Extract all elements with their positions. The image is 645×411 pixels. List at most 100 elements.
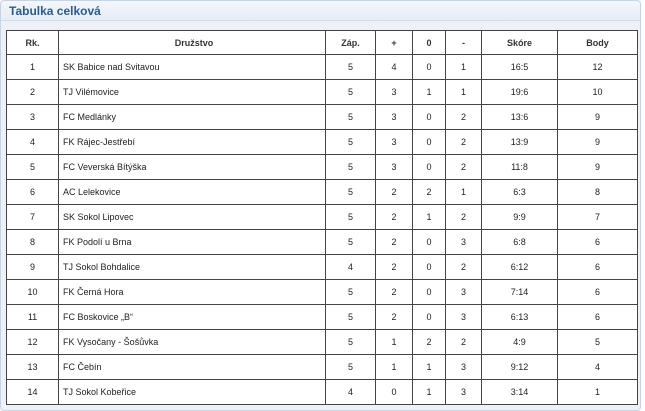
cell-score: 16:5 bbox=[481, 54, 558, 80]
cell-team: TJ Sokol Bohdalice bbox=[58, 254, 326, 280]
cell-team: FC Medlánky bbox=[58, 104, 326, 130]
cell-wins: 1 bbox=[375, 354, 413, 380]
cell-losses: 3 bbox=[445, 304, 482, 330]
cell-points: 5 bbox=[557, 329, 638, 355]
cell-wins: 2 bbox=[375, 204, 413, 230]
cell-rank: 3 bbox=[6, 104, 59, 130]
cell-points: 8 bbox=[557, 179, 638, 205]
cell-team: FK Rájec-Jestřebí bbox=[58, 129, 326, 155]
cell-wins: 3 bbox=[375, 129, 413, 155]
cell-draws: 0 bbox=[412, 304, 446, 330]
cell-team: FC Čebín bbox=[58, 354, 326, 380]
cell-wins: 3 bbox=[375, 154, 413, 180]
header-losses: - bbox=[445, 30, 482, 55]
cell-losses: 2 bbox=[445, 254, 482, 280]
header-score: Skóre bbox=[481, 30, 558, 55]
cell-team: SK Sokol Lipovec bbox=[58, 204, 326, 230]
cell-score: 13:9 bbox=[481, 129, 558, 155]
cell-draws: 0 bbox=[412, 54, 446, 80]
header-rank: Rk. bbox=[6, 30, 59, 55]
cell-draws: 1 bbox=[412, 354, 446, 380]
cell-losses: 2 bbox=[445, 204, 482, 230]
cell-score: 9:9 bbox=[481, 204, 558, 230]
cell-score: 3:14 bbox=[481, 379, 558, 405]
cell-score: 9:12 bbox=[481, 354, 558, 380]
cell-rank: 4 bbox=[6, 129, 59, 155]
cell-losses: 2 bbox=[445, 329, 482, 355]
cell-rank: 2 bbox=[6, 79, 59, 105]
cell-score: 13:6 bbox=[481, 104, 558, 130]
table-row: 14 TJ Sokol Kobeřice 4 0 1 3 3:14 1 bbox=[6, 379, 638, 405]
cell-rank: 1 bbox=[6, 54, 59, 80]
cell-losses: 3 bbox=[445, 379, 482, 405]
cell-played: 4 bbox=[325, 254, 376, 280]
cell-rank: 5 bbox=[6, 154, 59, 180]
table-row: 11 FC Boskovice „B“ 5 2 0 3 6:13 6 bbox=[6, 304, 638, 330]
header-draws: 0 bbox=[412, 30, 446, 55]
cell-rank: 14 bbox=[6, 379, 59, 405]
cell-played: 5 bbox=[325, 129, 376, 155]
cell-played: 5 bbox=[325, 54, 376, 80]
header-team: Družstvo bbox=[58, 30, 326, 55]
cell-losses: 3 bbox=[445, 279, 482, 305]
cell-score: 6:13 bbox=[481, 304, 558, 330]
table-row: 9 TJ Sokol Bohdalice 4 2 0 2 6:12 6 bbox=[6, 254, 638, 280]
cell-played: 5 bbox=[325, 204, 376, 230]
cell-team: TJ Vilémovice bbox=[58, 79, 326, 105]
cell-draws: 0 bbox=[412, 104, 446, 130]
cell-losses: 1 bbox=[445, 179, 482, 205]
cell-score: 6:3 bbox=[481, 179, 558, 205]
cell-draws: 0 bbox=[412, 254, 446, 280]
cell-played: 5 bbox=[325, 179, 376, 205]
table-row: 7 SK Sokol Lipovec 5 2 1 2 9:9 7 bbox=[6, 204, 638, 230]
cell-wins: 2 bbox=[375, 254, 413, 280]
cell-wins: 1 bbox=[375, 329, 413, 355]
table-header-row: Rk. Družstvo Záp. + 0 - Skóre Body bbox=[6, 30, 638, 55]
cell-points: 9 bbox=[557, 129, 638, 155]
cell-draws: 0 bbox=[412, 279, 446, 305]
cell-losses: 2 bbox=[445, 104, 482, 130]
cell-played: 5 bbox=[325, 304, 376, 330]
table-row: 12 FK Vysočany - Šošůvka 5 1 2 2 4:9 5 bbox=[6, 329, 638, 355]
cell-rank: 12 bbox=[6, 329, 59, 355]
cell-played: 5 bbox=[325, 229, 376, 255]
cell-losses: 2 bbox=[445, 129, 482, 155]
header-played: Záp. bbox=[325, 30, 376, 55]
table-row: 2 TJ Vilémovice 5 3 1 1 19:6 10 bbox=[6, 79, 638, 105]
table-row: 6 AC Lelekovice 5 2 2 1 6:3 8 bbox=[6, 179, 638, 205]
table-row: 3 FC Medlánky 5 3 0 2 13:6 9 bbox=[6, 104, 638, 130]
cell-played: 5 bbox=[325, 79, 376, 105]
cell-draws: 0 bbox=[412, 129, 446, 155]
cell-losses: 3 bbox=[445, 354, 482, 380]
cell-played: 5 bbox=[325, 354, 376, 380]
cell-draws: 2 bbox=[412, 179, 446, 205]
cell-points: 10 bbox=[557, 79, 638, 105]
cell-team: TJ Sokol Kobeřice bbox=[58, 379, 326, 405]
standings-table: Rk. Družstvo Záp. + 0 - Skóre Body 1 SK B… bbox=[6, 30, 638, 405]
cell-points: 9 bbox=[557, 104, 638, 130]
cell-played: 5 bbox=[325, 329, 376, 355]
cell-draws: 0 bbox=[412, 154, 446, 180]
cell-losses: 2 bbox=[445, 154, 482, 180]
panel-title: Tabulka celková bbox=[1, 1, 640, 21]
cell-wins: 2 bbox=[375, 279, 413, 305]
cell-played: 5 bbox=[325, 104, 376, 130]
cell-rank: 11 bbox=[6, 304, 59, 330]
cell-played: 5 bbox=[325, 279, 376, 305]
cell-score: 6:12 bbox=[481, 254, 558, 280]
cell-wins: 2 bbox=[375, 179, 413, 205]
cell-team: FK Vysočany - Šošůvka bbox=[58, 329, 326, 355]
cell-team: SK Babice nad Svitavou bbox=[58, 54, 326, 80]
header-wins: + bbox=[375, 30, 413, 55]
cell-draws: 2 bbox=[412, 329, 446, 355]
cell-rank: 8 bbox=[6, 229, 59, 255]
cell-rank: 7 bbox=[6, 204, 59, 230]
table-row: 8 FK Podolí u Brna 5 2 0 3 6:8 6 bbox=[6, 229, 638, 255]
cell-points: 9 bbox=[557, 154, 638, 180]
cell-score: 11:8 bbox=[481, 154, 558, 180]
cell-wins: 4 bbox=[375, 54, 413, 80]
cell-points: 6 bbox=[557, 279, 638, 305]
cell-wins: 2 bbox=[375, 304, 413, 330]
cell-losses: 1 bbox=[445, 54, 482, 80]
